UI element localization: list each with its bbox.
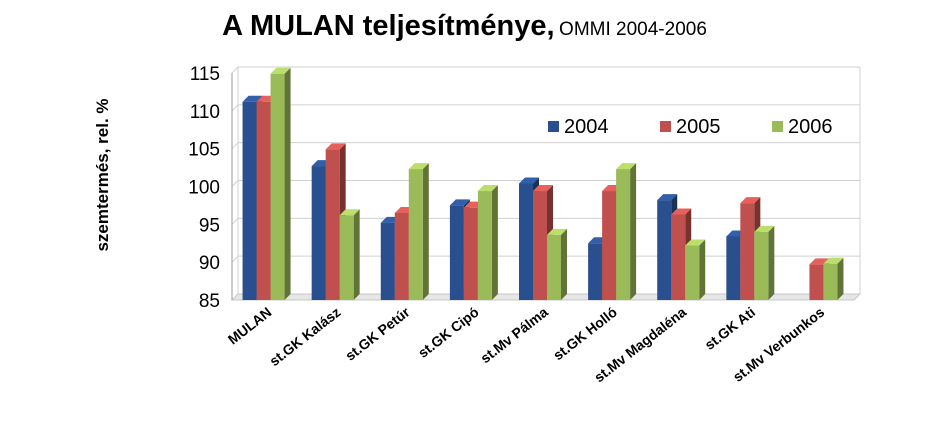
bar (533, 191, 547, 300)
bar-top (477, 185, 498, 192)
bar-side (630, 163, 637, 300)
bar (325, 149, 340, 300)
y-tick-label: 110 (190, 102, 220, 123)
gridline-side (231, 104, 239, 112)
bar-side (284, 67, 291, 300)
bar (339, 215, 354, 300)
legend-label: 2006 (788, 116, 833, 138)
bar (242, 101, 257, 301)
x-tick-label: st.GK Cipó (415, 304, 482, 361)
bar-side (353, 209, 360, 300)
y-tick-labels: 85 90 95 100 105 110 115 (188, 64, 220, 312)
gridline-side (231, 142, 239, 150)
bar-top (754, 225, 775, 232)
y-tick-label: 85 (199, 291, 220, 312)
bar-top (339, 209, 360, 216)
bar (754, 231, 769, 300)
bar (449, 205, 464, 300)
bar (547, 234, 561, 300)
bar (408, 169, 423, 300)
y-tick-label: 95 (199, 215, 220, 236)
legend-swatch (548, 121, 559, 132)
y-tick-label: 105 (188, 140, 220, 161)
legend-swatch (660, 121, 671, 132)
bar-top (533, 185, 553, 192)
y-tick-label: 115 (190, 64, 220, 85)
bar (311, 166, 326, 300)
x-tick-label: st.GK Holló (550, 304, 620, 364)
bar-side (699, 239, 706, 300)
chart-subtitle: OMMI 2004-2006 (559, 19, 707, 40)
bar-side (491, 185, 498, 300)
x-tick-label: st.GK Petúr (342, 303, 413, 363)
legend: 2004 2005 2006 (548, 116, 833, 138)
x-tick-label: st.GK Ati (702, 304, 759, 353)
bar (823, 263, 838, 300)
bar-top (657, 194, 678, 201)
bar (602, 191, 617, 300)
bar (477, 191, 492, 300)
bar (394, 212, 409, 300)
chart-title: A MULAN teljesítménye, OMMI 2004-2006 (0, 10, 929, 43)
bar (671, 214, 686, 300)
bar (256, 101, 271, 301)
bar-side (837, 257, 844, 300)
bar (740, 203, 755, 300)
bar-top (270, 67, 291, 74)
gridline-side (231, 66, 239, 74)
chart-title-main: A MULAN teljesítménye, (222, 10, 555, 42)
gridline-side (231, 255, 239, 263)
bar-top (616, 163, 637, 170)
x-tick-label: MULAN (225, 304, 275, 348)
legend-label: 2004 (564, 116, 609, 138)
bar-top (823, 257, 844, 264)
gridline-side (231, 180, 239, 187)
y-tick-label: 90 (199, 253, 220, 274)
x-tick-label: st.Mv Pálma (477, 304, 551, 367)
bar (519, 183, 533, 300)
bar-top (740, 197, 761, 204)
x-tick-label: st.GK Kalász (266, 304, 343, 369)
bar (809, 264, 824, 300)
bar-top (547, 228, 567, 235)
bar (657, 200, 672, 300)
bar (726, 236, 741, 300)
bar-top (325, 143, 346, 150)
bar-side (422, 163, 429, 300)
bar-top (519, 177, 539, 184)
legend-swatch (772, 121, 783, 132)
bars (242, 67, 844, 301)
bar (380, 222, 395, 300)
gridline-side (231, 217, 239, 225)
bar-top (408, 163, 429, 170)
bar-top (449, 199, 470, 206)
y-axis-label: szemtermés, rel. % (93, 98, 112, 251)
bar-side (768, 225, 775, 300)
bar-side (561, 228, 567, 300)
bar (270, 73, 285, 300)
bar-top (242, 95, 263, 102)
bar (588, 243, 603, 300)
bar-top (671, 208, 692, 215)
bar (616, 169, 631, 300)
y-tick-label: 100 (188, 178, 220, 199)
bar (685, 245, 700, 300)
bar (463, 207, 478, 300)
bar-top (685, 239, 706, 246)
legend-label: 2005 (676, 116, 721, 138)
